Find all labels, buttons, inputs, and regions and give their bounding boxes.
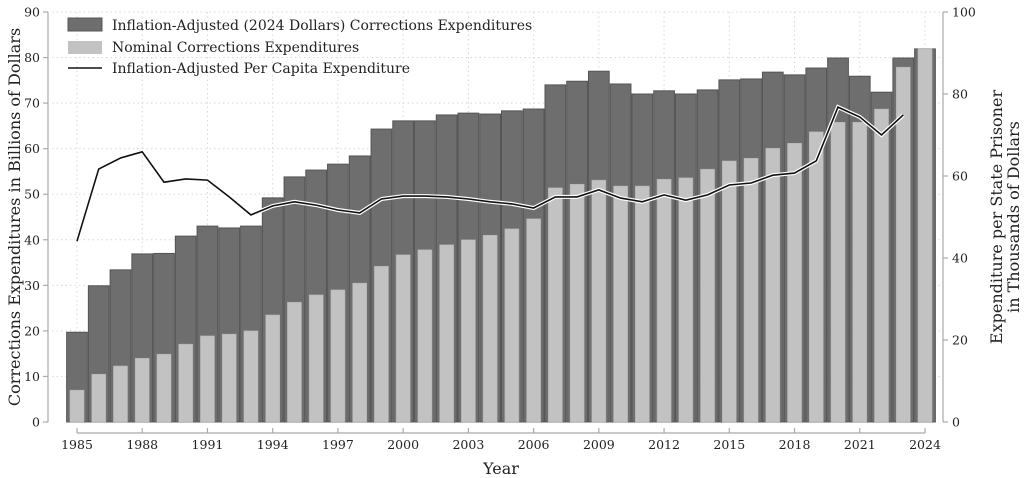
bar-nominal [417,249,433,423]
y2-tick-label: 0 [952,415,960,430]
y-tick-label: 80 [24,50,40,65]
bar-nominal [526,218,541,423]
bar-nominal [874,108,889,423]
bar-nominal [678,177,694,423]
bar-nominal [374,265,389,423]
bar-nominal [722,160,737,423]
legend-swatch-nominal [68,41,102,54]
legend: Inflation-Adjusted (2024 Dollars) Correc… [67,17,532,77]
bar-nominal [852,121,868,423]
bar-nominal [156,353,172,423]
bar-nominal [352,282,367,423]
y-axis-title: Corrections Expenditures in Billions of … [5,28,24,406]
per-capita-line-group [75,104,905,242]
bar-nominal [656,178,672,423]
bar-nominal [330,289,346,423]
y-tick-label: 0 [32,415,40,430]
bar-nominal [308,294,324,423]
y2-axis-title-line2: in Thousands of Dollars [1004,121,1023,313]
y-tick-label: 50 [24,187,40,202]
bar-nominal [482,234,498,423]
bar-nominal [265,314,280,423]
x-tick-label: 2015 [713,437,745,452]
bar-nominal [287,301,302,423]
y2-axis-title-line1: Expenditure per State Prisoner [987,90,1006,345]
bar-nominal [635,185,650,423]
legend-swatch-inflation-adjusted [67,17,103,32]
x-tick-label: 2021 [844,437,876,452]
bar-nominal [395,254,411,423]
bar-nominal [700,168,715,423]
x-tick-label: 2009 [583,437,615,452]
bar-nominal [134,357,150,423]
y-tick-label: 20 [24,323,40,338]
axes: 0 10 20 30 40 50 60 70 80 90 0 20 40 60 80 100 1985 1988 1… [24,5,976,453]
x-tick-label: 1988 [126,437,158,452]
x-axis-title: Year [482,459,519,478]
y2-tick-label: 80 [952,87,968,102]
bar-nominal [69,389,85,423]
y-tick-label: 30 [24,278,40,293]
y-tick-label: 10 [24,369,40,384]
bar-nominal [743,157,759,423]
legend-label-per-capita: Inflation-Adjusted Per Capita Expenditur… [112,61,410,77]
bar-nominal [808,131,824,423]
x-tick-label: 1985 [61,437,93,452]
y2-tick-label: 20 [952,333,968,348]
bar-nominal [439,244,454,423]
y2-tick-label: 100 [952,5,976,20]
y-tick-label: 90 [24,5,40,20]
x-tick-label: 1994 [257,437,289,452]
y2-tick-label: 60 [952,169,968,184]
x-tick-label: 2024 [909,437,941,452]
bar-nominal [548,187,563,423]
bar-nominal [787,142,802,423]
y-tick-label: 40 [24,232,40,247]
x-tick-label: 1991 [192,437,224,452]
bar-nominal [113,365,128,423]
bar-nominal [243,330,259,423]
bar-nominal [461,239,476,423]
x-tick-label: 2006 [518,437,550,452]
bar-nominal [830,121,846,423]
bar-nominal [569,183,585,423]
bars-nominal [69,48,933,423]
bar-nominal [178,343,194,423]
bar-nominal [504,228,520,423]
bars-inflation-adjusted [66,48,936,423]
bar-nominal [917,48,933,423]
x-tick-label: 2018 [779,437,811,452]
per-capita-line [76,106,904,242]
x-tick-label: 2003 [452,437,484,452]
bar-nominal [895,66,911,423]
x-tick-label: 2000 [387,437,419,452]
x-tick-label: 1997 [322,437,354,452]
bar-nominal [221,333,237,423]
bar-nominal [613,185,628,423]
bar-nominal [200,335,215,423]
bar-nominal [765,147,781,423]
legend-label-inflation-adjusted: Inflation-Adjusted (2024 Dollars) Correc… [112,18,532,34]
legend-label-nominal: Nominal Corrections Expenditures [112,40,359,56]
x-tick-label: 2012 [648,437,680,452]
bar-nominal [591,179,607,423]
y-tick-label: 70 [24,96,40,111]
y-tick-label: 60 [24,141,40,156]
bar-nominal [91,373,107,423]
y2-tick-label: 40 [952,251,968,266]
